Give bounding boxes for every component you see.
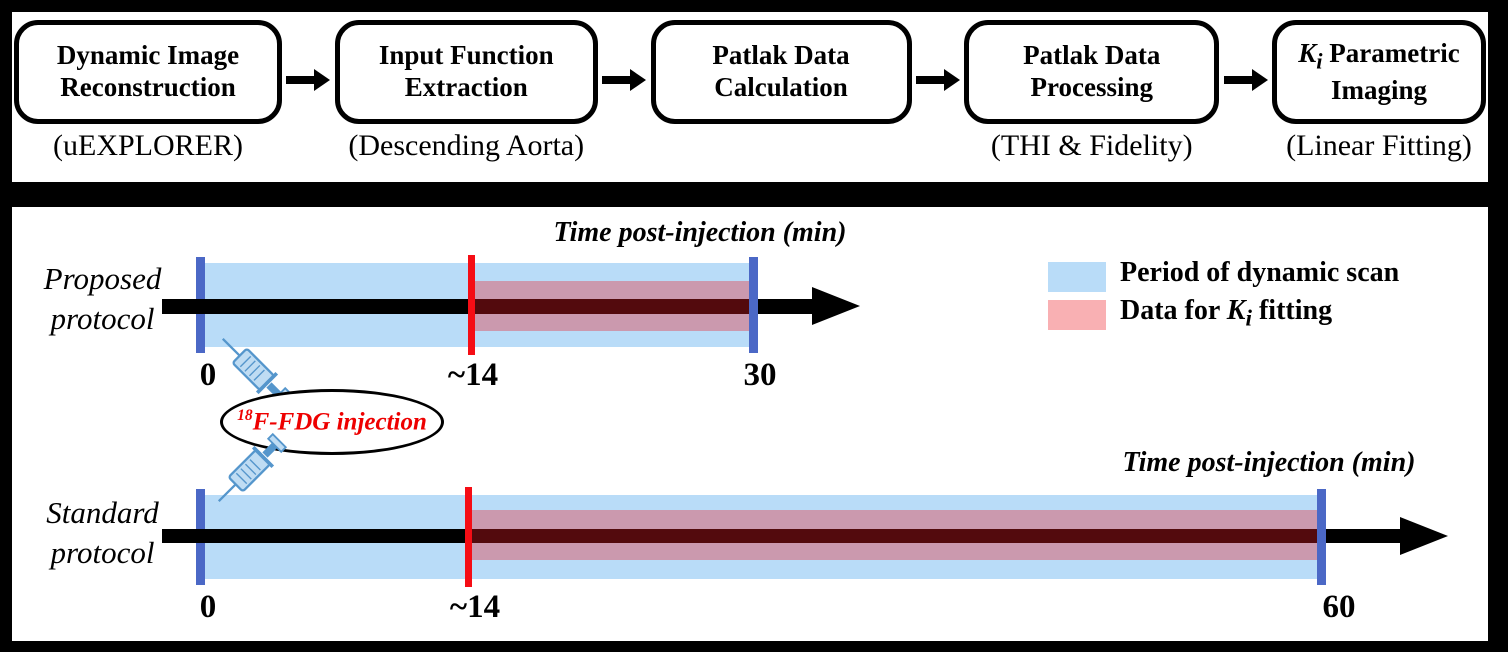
step-title-line2: Processing: [1030, 72, 1154, 102]
flowchart-step-1: Dynamic Image Reconstruction (uEXPLORER): [14, 20, 282, 163]
step-title-line1: Patlak Data: [712, 40, 850, 71]
step-title-line1: Patlak Data: [1023, 40, 1161, 71]
flowchart-step-3: Patlak Data Calculation: [650, 20, 912, 124]
step-subtitle: (Descending Aorta): [348, 129, 585, 162]
proposed-tick-label-14: ~14: [447, 357, 499, 393]
standard-end-tick: [1317, 489, 1326, 585]
flow-arrow-icon: [286, 69, 331, 91]
syringe-icon: [205, 425, 296, 516]
step-subtitle: (uEXPLORER): [53, 129, 243, 162]
step-title-line1: Input Function: [378, 40, 554, 71]
flow-arrow-icon: [1223, 69, 1268, 91]
standard-fitting-overlay: [468, 510, 1321, 560]
protocol-timeline-panel: Time post-injection (min) Proposed proto…: [8, 203, 1492, 645]
legend-label-fitting: Data for Ki fitting: [1120, 295, 1333, 332]
step-box-input-function-extraction: Input Function Extraction: [334, 20, 598, 124]
injection-callout-ellipse: 18F-FDG injection: [220, 389, 444, 455]
legend-label-scan: Period of dynamic scan: [1120, 257, 1400, 288]
step-title-line2: Imaging: [1330, 74, 1428, 105]
step-box-patlak-data-processing: Patlak Data Processing: [964, 20, 1220, 124]
standard-tick-label-0: 0: [199, 589, 217, 625]
proposed-mid-tick: [468, 255, 475, 355]
step-box-dynamic-image-reconstruction: Dynamic Image Reconstruction: [14, 20, 282, 124]
standard-tick-label-14: ~14: [449, 589, 501, 625]
step-subtitle: (THI & Fidelity): [990, 129, 1193, 162]
legend-swatch-fitting: [1048, 300, 1106, 330]
standard-tick-label-60: 60: [1322, 589, 1356, 625]
standard-protocol-label: Standard protocol: [46, 495, 159, 571]
step-title-line1: Dynamic Image: [56, 40, 240, 71]
proposed-axis-arrow-shaft: [162, 299, 812, 314]
step-box-ki-parametric-imaging: Ki Parametric Imaging: [1272, 20, 1486, 124]
flow-arrow-icon: [915, 69, 960, 91]
flowchart-step-2: Input Function Extraction (Descending Ao…: [334, 20, 598, 163]
step-box-patlak-data-calculation: Patlak Data Calculation: [650, 20, 912, 124]
proposed-end-tick: [749, 257, 758, 353]
standard-axis-title: Time post-injection (min): [1122, 447, 1416, 478]
flow-arrow-icon: [602, 69, 647, 91]
step-title-line2: Reconstruction: [60, 72, 236, 102]
proposed-protocol-label: Proposed protocol: [43, 261, 162, 337]
step-title-line1: Ki Parametric: [1298, 37, 1460, 73]
standard-axis-arrowhead-icon: [1400, 517, 1448, 555]
proposed-tick-label-30: 30: [743, 357, 777, 393]
workflow-panel: Dynamic Image Reconstruction (uEXPLORER)…: [8, 8, 1492, 186]
proposed-fitting-overlay: [471, 281, 753, 331]
injection-label: 18F-FDG injection: [237, 407, 427, 436]
step-subtitle: (Linear Fitting): [1286, 129, 1472, 162]
step-title-line2: Calculation: [714, 72, 848, 102]
proposed-axis-arrowhead-icon: [812, 287, 860, 325]
proposed-axis-title: Time post-injection (min): [553, 217, 847, 248]
standard-mid-tick: [465, 487, 472, 587]
flowchart-step-4: Patlak Data Processing (THI & Fidelity): [964, 20, 1220, 163]
step-title-line2: Extraction: [404, 72, 528, 102]
proposed-tick-label-0: 0: [199, 357, 217, 393]
legend-swatch-scan: [1048, 262, 1106, 292]
flowchart-step-5: Ki Parametric Imaging (Linear Fitting): [1272, 20, 1486, 163]
